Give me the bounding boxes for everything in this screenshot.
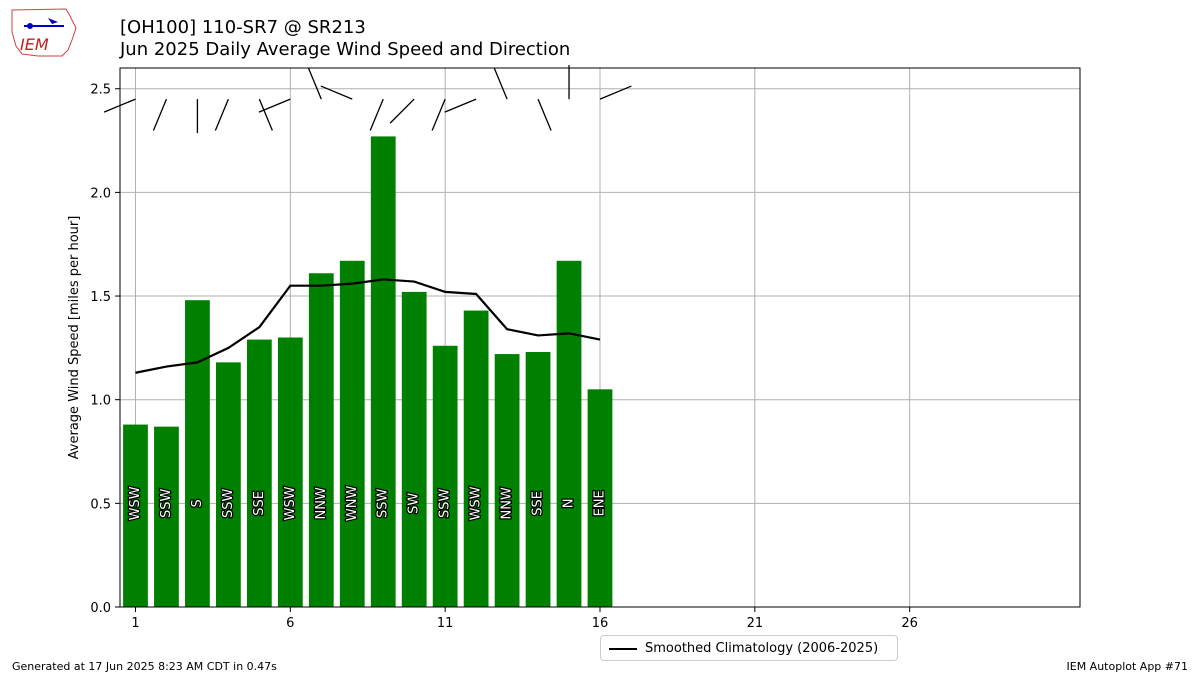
bar [246,339,272,607]
bar [432,345,458,607]
y-tick-label: 1.0 [90,394,111,409]
direction-label: SSW [159,489,174,519]
wind-barb [369,98,384,131]
y-tick-label: 0.0 [90,601,111,616]
direction-label: NNW [314,487,329,519]
x-tick-label: 11 [437,616,454,631]
chart-title-line1: [OH100] 110-SR7 @ SR213 [120,17,366,38]
x-tick-label: 6 [286,616,294,631]
axes: 1 6 11 16 21 260.00.51.01.52.02.5 [90,83,918,631]
bar [216,362,241,607]
direction-labels: WSW SSW S SSW SSE WSW NNW WNW SSW SW SSW WSW NNW SSE N… [127,484,609,522]
direction-label: SSW [221,489,236,519]
bar [308,273,334,607]
bar [525,352,551,607]
y-axis-label: Average Wind Speed [miles per hour] [67,216,82,460]
iem-logo: IEM [11,8,77,57]
direction-label: SSE [252,491,267,516]
bar [277,337,303,607]
direction-label: WSW [469,486,484,520]
wind-barb [599,85,632,100]
bar [556,260,582,607]
direction-label: WNW [345,485,360,521]
bar [123,424,148,607]
direction-label: WSW [128,486,143,520]
wind-barb [493,67,508,100]
legend: Smoothed Climatology (2006-2025) [600,635,898,661]
bar [154,426,179,607]
wind-barb [258,98,273,131]
logo-text: IEM [20,35,49,54]
footer-app-text: IEM Autoplot App #71 [1066,660,1189,673]
direction-label: SSW [376,489,391,519]
direction-label: SW [407,493,422,514]
wind-barb [389,98,415,124]
chart-title-line2: Jun 2025 Daily Average Wind Speed and Di… [120,39,571,60]
y-tick-label: 0.5 [90,497,111,512]
bar [370,136,396,607]
direction-label: S [190,499,205,507]
direction-label: SSE [531,491,546,516]
wind-barb [537,98,552,131]
direction-label: ENE [593,490,608,516]
direction-label: N [562,498,577,508]
wind-barb [152,98,168,131]
y-tick-label: 1.5 [90,290,111,305]
footer-generated-text: Generated at 17 Jun 2025 8:23 AM CDT in … [12,660,277,673]
wind-barb [320,85,353,100]
wind-barb [431,98,446,131]
bar [185,300,210,607]
wind-barb [444,98,477,113]
bar [463,310,489,607]
bar [339,260,365,607]
wind-barb [214,98,229,131]
y-tick-label: 2.0 [90,186,111,201]
legend-label-climatology: Smoothed Climatology (2006-2025) [645,641,879,656]
direction-label: SSW [438,489,453,519]
x-tick-label: 16 [592,616,609,631]
x-tick-label: 21 [747,616,764,631]
x-tick-label: 26 [901,616,918,631]
bar [587,389,613,607]
bar [494,354,520,607]
bars [123,136,613,607]
climatology-line [135,278,601,374]
direction-label: NNW [500,487,515,519]
direction-label: WSW [283,486,298,520]
x-tick-label: 1 [131,616,139,631]
legend-line-swatch [609,648,637,650]
y-tick-label: 2.5 [90,83,111,98]
bar [401,291,427,607]
wind-barb [307,67,322,100]
climatology-line-group [135,278,601,374]
wind-barb [258,98,291,113]
wind-barbs [103,65,632,134]
